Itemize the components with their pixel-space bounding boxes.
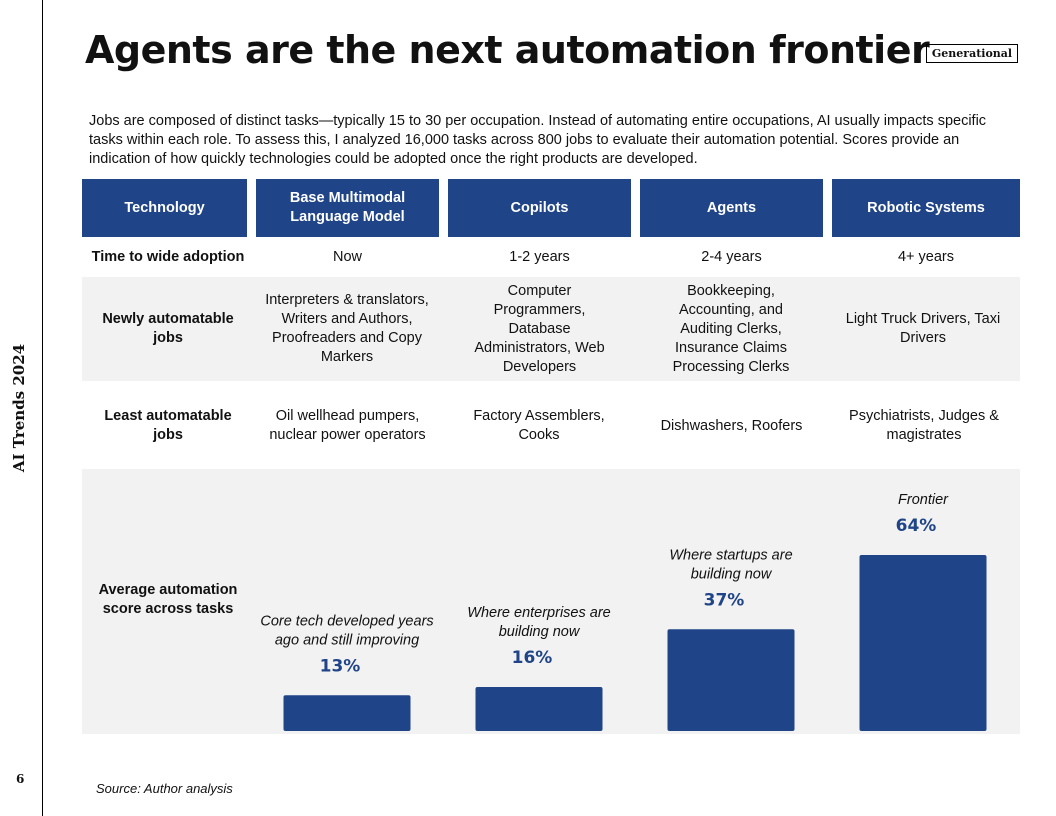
source-note: Source: Author analysis	[96, 781, 233, 796]
adoption-cell: 2-4 years	[701, 248, 762, 265]
newly-cell: Interpreters & translators, Writers and …	[265, 292, 429, 365]
newly-cell: Bookkeeping, Accounting, and Auditing Cl…	[672, 282, 790, 375]
newly-cell: Computer Programmers, Database Administr…	[474, 282, 605, 375]
row-band	[82, 277, 1020, 381]
least-cell: Factory Assemblers, Cooks	[473, 408, 605, 443]
page-number: 6	[16, 772, 25, 786]
least-cell: Oil wellhead pumpers, nuclear power oper…	[269, 408, 426, 443]
bar-value-label: 13%	[320, 656, 361, 676]
bar-1	[283, 695, 411, 731]
report-label: AI Trends 2024	[10, 343, 28, 473]
bar-annotation: Frontier	[898, 492, 949, 508]
header-technology: Technology	[82, 179, 247, 237]
bar-2	[475, 687, 603, 731]
category-badge: Generational	[926, 44, 1018, 63]
least-cell: Psychiatrists, Judges & magistrates	[849, 408, 999, 443]
least-cell: Dishwashers, Roofers	[660, 417, 803, 434]
row-label-newly: Newly automatable jobs	[102, 311, 234, 346]
adoption-cell: 1-2 years	[509, 248, 570, 265]
sidebar-divider	[42, 0, 43, 816]
bar-4	[859, 555, 987, 731]
header-copilots: Copilots	[448, 179, 631, 237]
bar-value-label: 37%	[704, 590, 745, 610]
row-label-score: Average automation score across tasks	[98, 582, 238, 617]
intro-paragraph: Jobs are composed of distinct tasks—typi…	[89, 113, 987, 167]
header-robotic-systems: Robotic Systems	[832, 179, 1020, 237]
header-base-model: Base Multimodal Language Model	[256, 179, 439, 237]
bar-annotation: Where enterprises are building now	[467, 605, 610, 640]
header-agents: Agents	[640, 179, 823, 237]
newly-cell: Light Truck Drivers, Taxi Drivers	[845, 311, 1001, 346]
bar-3	[667, 629, 795, 731]
bar-annotation: Where startups are building now	[669, 547, 792, 582]
bar-value-label: 64%	[896, 516, 937, 536]
bar-annotation: Core tech developed years ago and still i…	[260, 613, 433, 648]
row-label-adoption: Time to wide adoption	[91, 248, 245, 265]
adoption-cell: 4+ years	[897, 248, 955, 265]
adoption-cell: Now	[332, 248, 362, 265]
automation-score-chart: 13% Core tech developed years ago and stil…	[260, 492, 987, 731]
bar-value-label: 16%	[512, 648, 553, 668]
page-title: Agents are the next automation frontier	[85, 28, 930, 72]
row-label-least: Least automatable jobs	[104, 408, 232, 443]
